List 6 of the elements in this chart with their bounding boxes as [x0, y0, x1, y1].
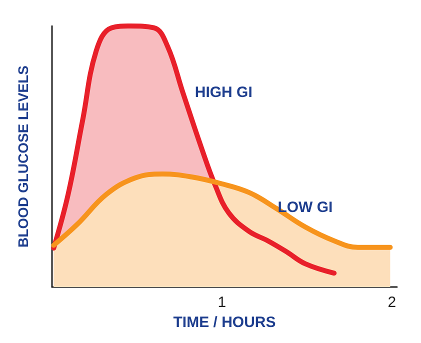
series-label: HIGH GI [194, 84, 252, 102]
x-tick-label: 2 [388, 294, 396, 311]
series-label: LOW GI [278, 198, 333, 216]
x-axis-title: TIME / HOURS [173, 314, 276, 331]
y-axis-title: BLOOD GLUCOSE LEVELS [15, 65, 31, 248]
x-tick-label: 1 [218, 294, 226, 311]
